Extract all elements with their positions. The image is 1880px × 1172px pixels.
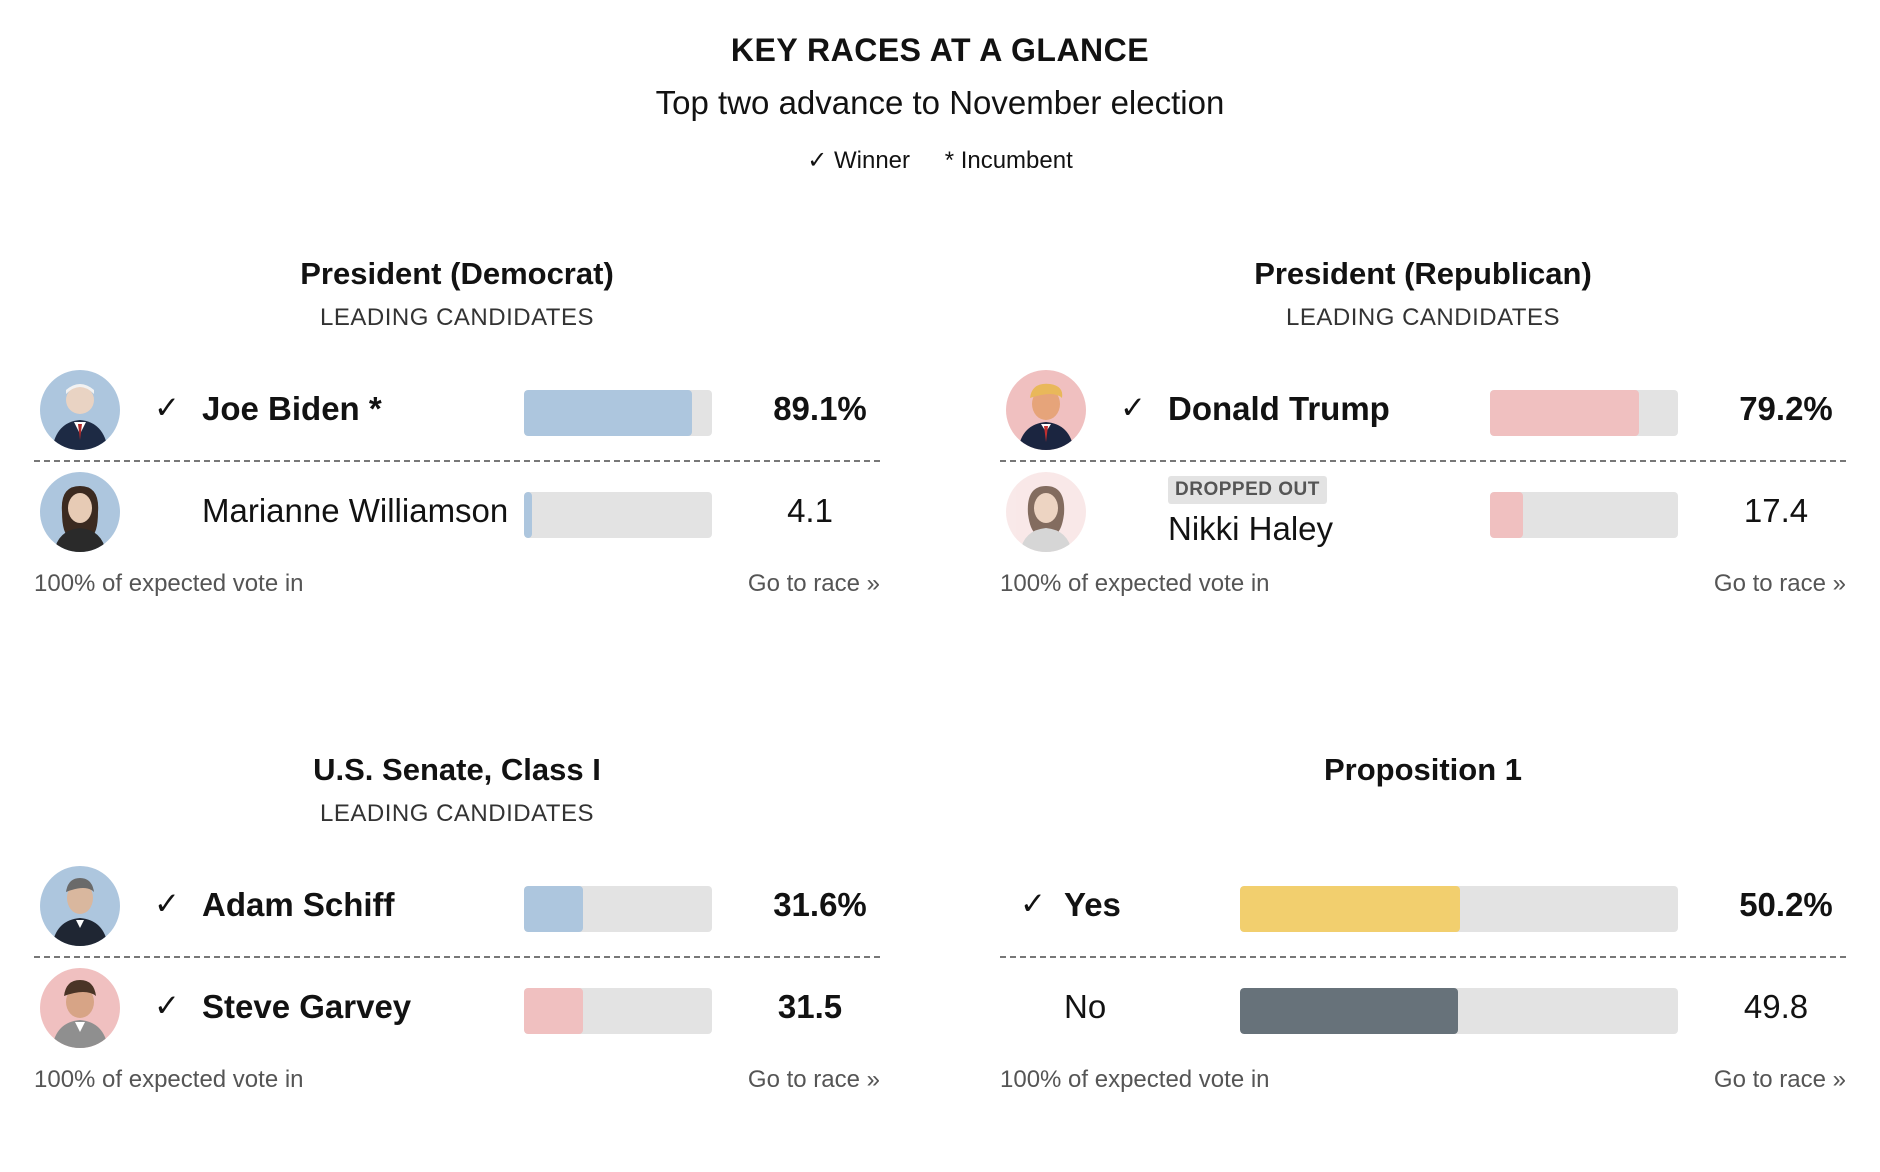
option-row[interactable]: No 49.8 bbox=[1000, 958, 1846, 1058]
race-card-senate: U.S. Senate, Class I LEADING CANDIDATES … bbox=[34, 752, 880, 1172]
candidate-name[interactable]: Adam Schiff bbox=[202, 886, 395, 923]
winner-check-icon: ✓ bbox=[1120, 390, 1146, 425]
candidate-row[interactable]: ✓ Steve Garvey 31.5 bbox=[34, 958, 880, 1058]
incumbent-marker: * bbox=[359, 390, 382, 427]
race-card-president-democrat: President (Democrat) LEADING CANDIDATES … bbox=[34, 256, 880, 676]
vote-percent: 49.8 bbox=[1743, 988, 1809, 1025]
vote-percent: 31.5 bbox=[777, 988, 843, 1025]
vote-bar-track bbox=[1240, 988, 1678, 1034]
vote-bar-track bbox=[524, 390, 712, 436]
vote-bar bbox=[1240, 988, 1459, 1034]
option-name[interactable]: Yes bbox=[1064, 886, 1121, 923]
race-title: Proposition 1 bbox=[1323, 752, 1523, 787]
reporting-status: 100% of expected vote in bbox=[34, 1066, 304, 1093]
candidate-photo bbox=[40, 866, 120, 946]
race-title: U.S. Senate, Class I bbox=[313, 752, 601, 787]
candidate-name[interactable]: Donald Trump bbox=[1168, 390, 1390, 427]
vote-percent: 50.2% bbox=[1739, 886, 1833, 923]
candidate-photo bbox=[1006, 472, 1086, 552]
race-title: President (Democrat) bbox=[300, 256, 614, 291]
vote-bar-track bbox=[1240, 886, 1678, 932]
vote-bar-track bbox=[524, 988, 712, 1034]
race-card-president-republican: President (Republican) LEADING CANDIDATE… bbox=[1000, 256, 1846, 676]
legend-winner: ✓ Winner bbox=[807, 147, 911, 174]
vote-bar bbox=[1490, 492, 1523, 538]
winner-check-icon: ✓ bbox=[154, 988, 180, 1023]
candidate-name[interactable]: Nikki Haley bbox=[1168, 510, 1334, 547]
race-title: President (Republican) bbox=[1254, 256, 1592, 291]
go-to-race-link[interactable]: Go to race » bbox=[1713, 570, 1846, 597]
candidate-photo bbox=[40, 370, 120, 450]
vote-bar-track bbox=[1490, 390, 1678, 436]
race-subtitle: LEADING CANDIDATES bbox=[320, 304, 594, 331]
go-to-race-link[interactable]: Go to race » bbox=[747, 1066, 880, 1093]
candidate-row[interactable]: ✓ Adam Schiff 31.6% bbox=[34, 856, 880, 958]
candidate-name[interactable]: Steve Garvey bbox=[202, 988, 412, 1025]
race-subtitle: LEADING CANDIDATES bbox=[320, 800, 594, 827]
vote-bar-track bbox=[1490, 492, 1678, 538]
reporting-status: 100% of expected vote in bbox=[1000, 570, 1270, 597]
page-title: KEY RACES AT A GLANCE bbox=[730, 32, 1150, 68]
vote-percent: 79.2% bbox=[1739, 390, 1833, 427]
winner-check-icon: ✓ bbox=[1020, 886, 1046, 921]
candidate-name[interactable]: Marianne Williamson bbox=[202, 492, 509, 529]
reporting-status: 100% of expected vote in bbox=[34, 570, 304, 597]
reporting-status: 100% of expected vote in bbox=[1000, 1066, 1270, 1093]
option-row[interactable]: ✓ Yes 50.2% bbox=[1000, 856, 1846, 958]
vote-bar-track bbox=[524, 492, 712, 538]
dropped-out-badge: DROPPED OUT bbox=[1168, 476, 1327, 504]
candidate-row[interactable]: ✓ Donald Trump 79.2% bbox=[1000, 360, 1846, 462]
vote-bar bbox=[1240, 886, 1460, 932]
go-to-race-link[interactable]: Go to race » bbox=[1713, 1066, 1846, 1093]
option-name[interactable]: No bbox=[1064, 988, 1107, 1025]
vote-bar bbox=[1490, 390, 1639, 436]
candidate-photo bbox=[40, 968, 120, 1048]
vote-percent: 17.4 bbox=[1743, 492, 1809, 529]
candidate-row[interactable]: Marianne Williamson 4.1 bbox=[34, 462, 880, 562]
go-to-race-link[interactable]: Go to race » bbox=[747, 570, 880, 597]
vote-percent: 4.1 bbox=[787, 492, 833, 529]
vote-bar bbox=[524, 886, 584, 932]
vote-bar-track bbox=[524, 886, 712, 932]
winner-check-icon: ✓ bbox=[154, 886, 180, 921]
candidate-photo bbox=[40, 472, 120, 552]
winner-check-icon: ✓ bbox=[154, 390, 180, 425]
vote-bar bbox=[524, 492, 532, 538]
candidate-name[interactable]: Joe Biden * bbox=[202, 390, 382, 427]
legend: ✓ Winner * Incumbent bbox=[0, 146, 1880, 175]
candidate-row[interactable]: DROPPED OUT Nikki Haley 17.4 bbox=[1000, 462, 1846, 562]
vote-bar bbox=[524, 988, 584, 1034]
race-card-proposition-1: Proposition 1 ✓ Yes 50.2% No 49.8 100% o… bbox=[1000, 752, 1846, 1172]
page-subtitle: Top two advance to November election bbox=[655, 84, 1225, 121]
candidate-photo bbox=[1006, 370, 1086, 450]
legend-incumbent: * Incumbent bbox=[944, 147, 1073, 174]
vote-percent: 89.1% bbox=[773, 390, 867, 427]
candidate-row[interactable]: ✓ Joe Biden * 89.1% bbox=[34, 360, 880, 462]
race-subtitle: LEADING CANDIDATES bbox=[1286, 304, 1560, 331]
vote-percent: 31.6% bbox=[773, 886, 867, 923]
vote-bar bbox=[524, 390, 692, 436]
